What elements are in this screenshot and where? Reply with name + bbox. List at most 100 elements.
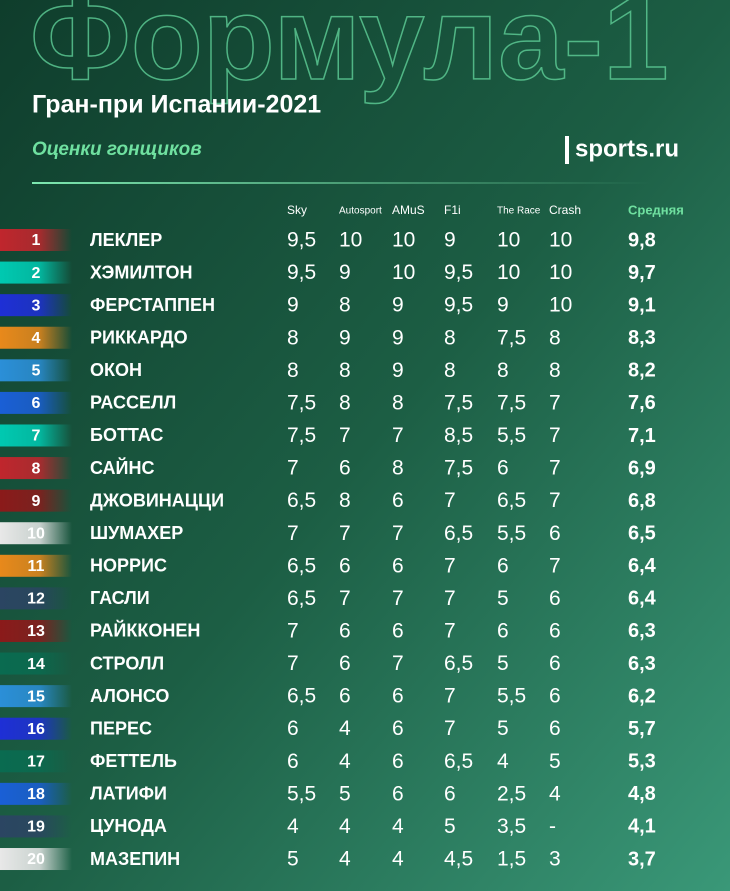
position: 20 xyxy=(27,851,45,868)
score: 6,5 xyxy=(444,522,473,545)
score: 7 xyxy=(444,685,456,708)
logo: sports.ru xyxy=(575,135,679,162)
score: 10 xyxy=(497,229,520,252)
team-stripe xyxy=(0,294,72,317)
team-stripe xyxy=(0,652,72,675)
score: 10 xyxy=(549,229,572,252)
score: 6 xyxy=(497,554,509,577)
score: 5 xyxy=(444,815,456,838)
score: 6 xyxy=(339,457,351,480)
team-stripe xyxy=(0,457,72,480)
score: 6 xyxy=(339,554,351,577)
position: 6 xyxy=(32,395,41,412)
score: 7 xyxy=(287,620,299,643)
score: 7 xyxy=(444,620,456,643)
score: 9,5 xyxy=(287,229,316,252)
score: 4 xyxy=(497,750,509,773)
score: 6 xyxy=(497,620,509,643)
driver-name: РИККАРДО xyxy=(90,327,188,347)
score: 1,5 xyxy=(497,848,526,871)
position: 1 xyxy=(32,232,41,249)
score: 7,1 xyxy=(628,425,656,447)
score: 6 xyxy=(549,717,561,740)
column-header: Crash xyxy=(549,203,581,217)
driver-name: ПЕРЕС xyxy=(90,718,152,738)
score: 4 xyxy=(339,750,351,773)
score: 8,2 xyxy=(628,360,656,382)
score: 6,3 xyxy=(628,620,656,642)
divider xyxy=(32,182,652,184)
score: 8 xyxy=(339,489,351,512)
driver-name: ХЭМИЛТОН xyxy=(90,262,192,282)
score: 4 xyxy=(392,848,404,871)
position: 15 xyxy=(27,688,45,705)
position: 14 xyxy=(27,656,45,673)
team-stripe xyxy=(0,750,72,773)
position: 9 xyxy=(32,493,41,510)
score: 7 xyxy=(549,424,561,447)
score: 7 xyxy=(287,652,299,675)
score: 7 xyxy=(444,587,456,610)
score: 3,5 xyxy=(497,815,526,838)
score: 5,5 xyxy=(497,522,526,545)
score: 4 xyxy=(339,815,351,838)
score: 9 xyxy=(392,359,404,382)
score: 7,5 xyxy=(444,391,473,414)
driver-name: ОКОН xyxy=(90,360,142,380)
position: 2 xyxy=(32,265,41,282)
position: 17 xyxy=(27,753,45,770)
score: 10 xyxy=(549,294,572,317)
driver-name: НОРРИС xyxy=(90,556,167,576)
driver-name: РАССЕЛЛ xyxy=(90,393,176,413)
team-stripe xyxy=(0,619,72,642)
score: 9 xyxy=(497,294,509,317)
score: 9,5 xyxy=(444,294,473,317)
score: 3 xyxy=(549,848,561,871)
driver-name: АЛОНСО xyxy=(90,686,169,706)
score: 8 xyxy=(444,326,456,349)
position: 8 xyxy=(32,460,41,477)
score: 7,5 xyxy=(497,391,526,414)
score: 6 xyxy=(339,685,351,708)
score: 6,5 xyxy=(287,489,316,512)
score: 4,5 xyxy=(444,848,473,871)
score: 4 xyxy=(392,815,404,838)
score: 4 xyxy=(549,782,561,805)
team-stripe xyxy=(0,489,72,512)
score: 6 xyxy=(287,717,299,740)
column-header: Sky xyxy=(287,203,307,217)
score: 6 xyxy=(287,750,299,773)
team-stripe xyxy=(0,782,72,805)
team-stripe xyxy=(0,391,72,414)
logo-bar xyxy=(565,136,569,164)
score: 9 xyxy=(339,261,351,284)
team-stripe xyxy=(0,326,72,349)
score: 6 xyxy=(549,587,561,610)
score: 6,8 xyxy=(628,490,656,512)
position: 11 xyxy=(28,558,45,575)
driver-name: СТРОЛЛ xyxy=(90,653,164,673)
score: 9,8 xyxy=(628,229,656,251)
score: 8 xyxy=(287,359,299,382)
score: 8,5 xyxy=(444,424,473,447)
score: 6,5 xyxy=(444,750,473,773)
column-header: AMuS xyxy=(392,203,425,217)
position: 10 xyxy=(27,525,45,542)
score: 6,4 xyxy=(628,588,657,610)
driver-name: ГАСЛИ xyxy=(90,588,150,608)
driver-name: ФЕРСТАППЕН xyxy=(90,295,215,315)
score: 6,5 xyxy=(287,685,316,708)
score: 9 xyxy=(287,294,299,317)
score: 6,2 xyxy=(628,685,656,707)
score: 6,4 xyxy=(628,555,657,577)
score: 7 xyxy=(549,391,561,414)
score: 10 xyxy=(497,261,520,284)
driver-name: МАЗЕПИН xyxy=(90,849,180,869)
score: 6,5 xyxy=(287,554,316,577)
position: 3 xyxy=(32,297,41,314)
team-stripe xyxy=(0,717,72,740)
score: 4 xyxy=(287,815,299,838)
subtitle: Оценки гонщиков xyxy=(32,139,202,160)
